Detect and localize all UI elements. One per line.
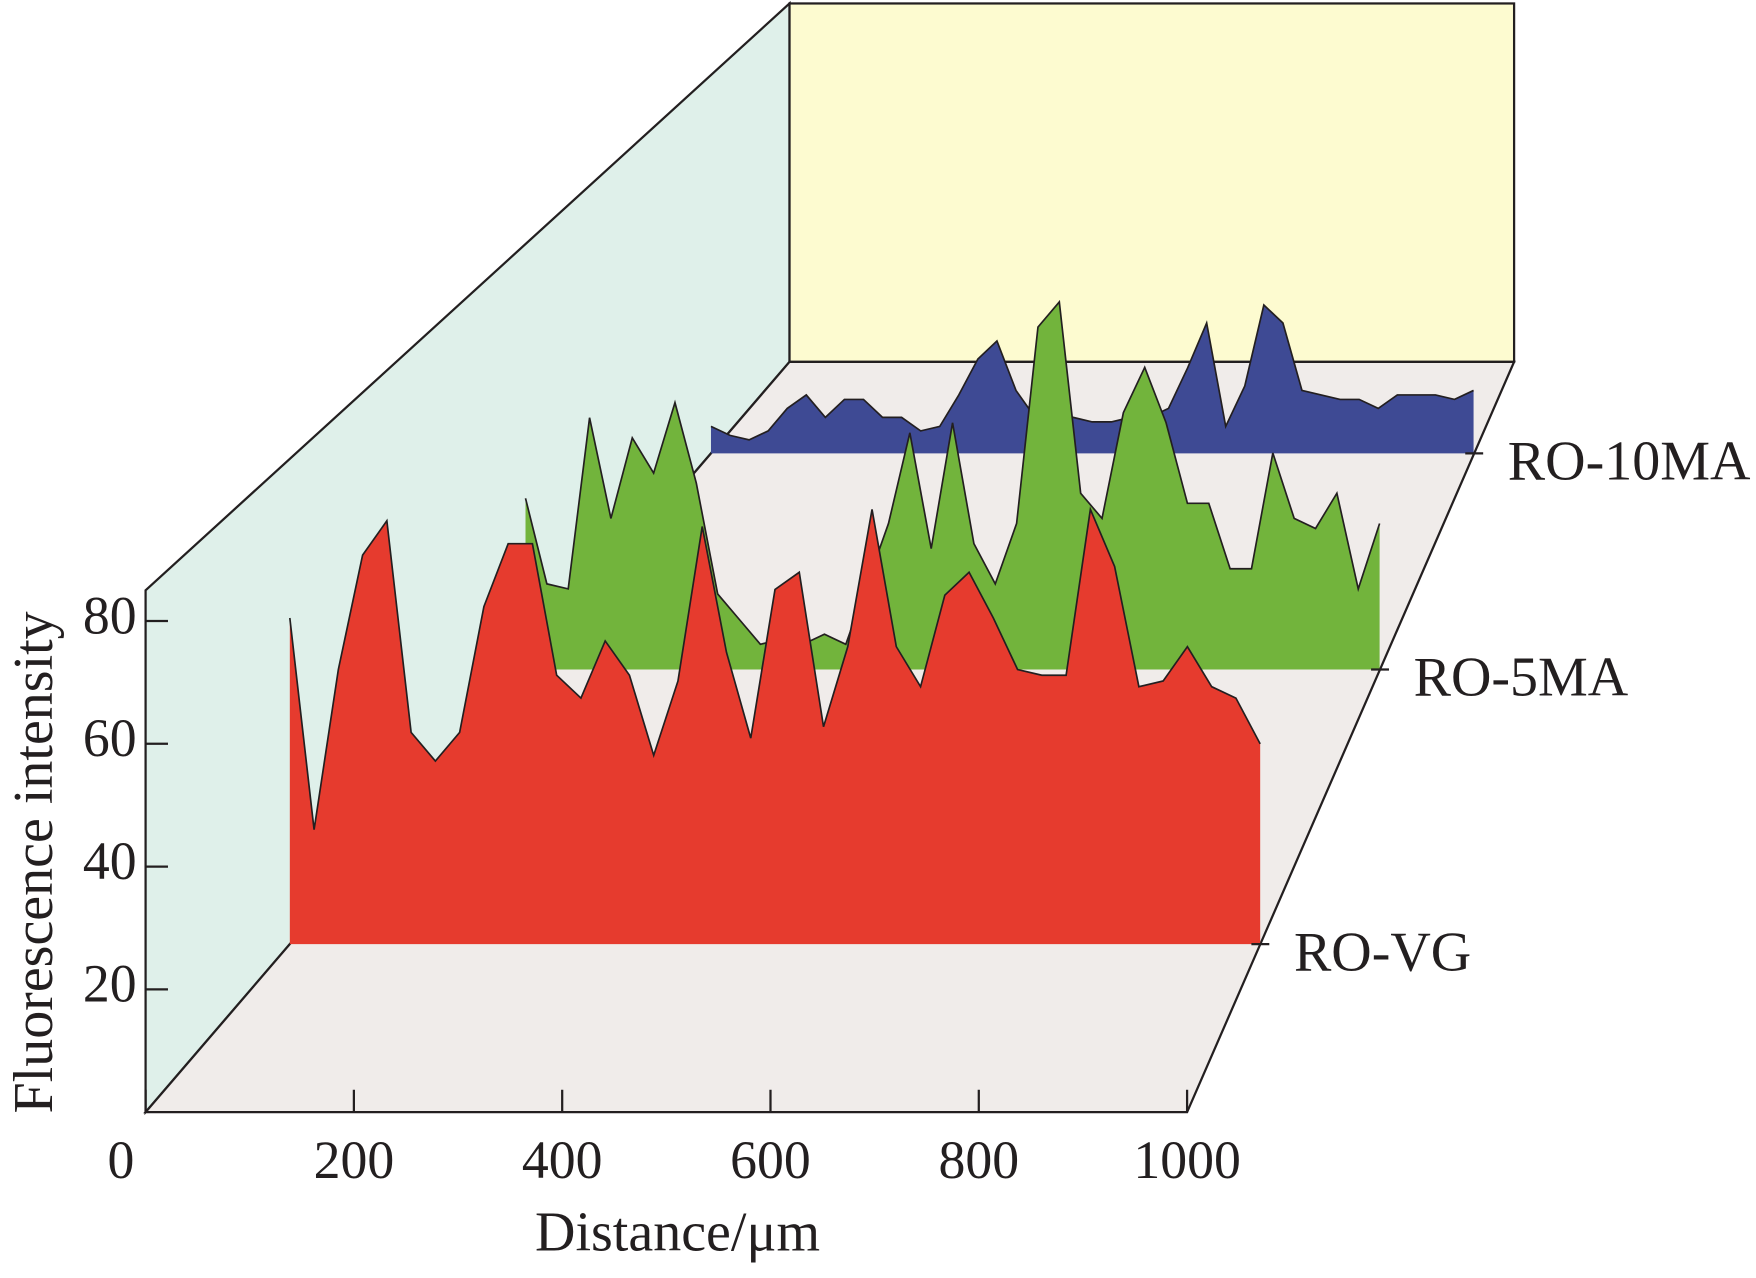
- x-tick-label: 600: [730, 1130, 811, 1190]
- x-axis-label: Distance/μm: [535, 1201, 820, 1263]
- area: [289, 509, 1261, 945]
- x-tick-label: 400: [522, 1130, 603, 1190]
- y-tick-label: 20: [83, 954, 137, 1014]
- x-tick-label: 0: [108, 1130, 135, 1190]
- y-tick-label: 60: [83, 708, 137, 768]
- area-outline: [524, 299, 1381, 646]
- area-outline: [288, 506, 1261, 830]
- area: [710, 305, 1474, 454]
- legend-label: RO-VG: [1294, 921, 1471, 983]
- y-tick-label: 40: [83, 831, 137, 891]
- y-tick-label: 80: [83, 585, 137, 645]
- y-axis-label: Fluorescence intensity: [3, 611, 65, 1113]
- legend-label: RO-10MA: [1508, 431, 1751, 493]
- legend-label: RO-5MA: [1414, 647, 1629, 709]
- x-tick-label: 800: [938, 1130, 1019, 1190]
- x-tick-label: 200: [314, 1130, 395, 1190]
- area-outline: [710, 303, 1474, 441]
- back-wall: [788, 2, 1516, 363]
- area: [525, 301, 1380, 670]
- x-tick-label: 1000: [1133, 1130, 1241, 1190]
